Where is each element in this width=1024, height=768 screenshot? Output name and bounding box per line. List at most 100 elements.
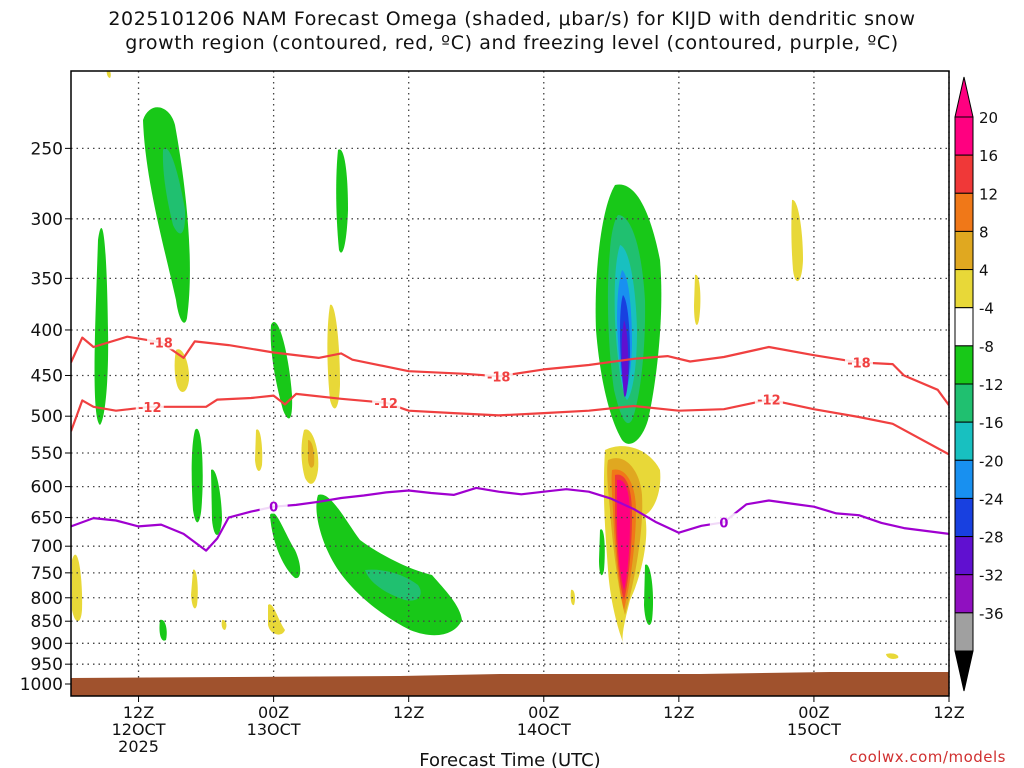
colorbar-label: 16 — [979, 147, 998, 165]
omega-upward-region — [162, 148, 186, 234]
colorbar-label: -20 — [979, 452, 1004, 470]
y-tick-label: 750 — [31, 564, 63, 584]
y-tick-label: 550 — [31, 444, 63, 464]
y-tick-label: 300 — [31, 210, 63, 230]
x-tick-label: 2025 — [118, 737, 159, 756]
omega-upward-region — [599, 529, 605, 576]
x-tick-label: 00Z — [258, 703, 289, 722]
omega-downward-region — [268, 604, 285, 635]
y-tick-label: 350 — [31, 269, 63, 289]
colorbar-swatch — [954, 192, 974, 232]
x-tick-label: 12OCT — [112, 720, 166, 739]
contour-label-bg — [754, 390, 783, 407]
omega-upward-region — [191, 428, 203, 523]
omega-downward-region — [255, 429, 263, 472]
y-tick-label: 1000 — [20, 675, 63, 695]
omega-upward-region — [621, 320, 629, 397]
x-tick-label: 00Z — [798, 703, 829, 722]
omega-downward-region — [791, 199, 803, 282]
temperature-contours: -18 -18 -18 -12 -12 -12 0 0 — [71, 333, 949, 552]
y-axis: 2503003504004505005506006507007508008509… — [20, 139, 71, 695]
omega-downward-region — [617, 479, 630, 590]
colorbar-swatch — [954, 116, 974, 156]
x-tick-label: 12Z — [393, 703, 424, 722]
contour-label: 0 — [719, 516, 728, 531]
x-tick-label: 13OCT — [247, 720, 301, 739]
omega-upward-region — [316, 494, 462, 636]
omega-downward-region — [174, 349, 190, 392]
contour-label: -18 — [847, 356, 871, 371]
contour-label-bg — [709, 513, 738, 530]
x-axis-label: Forecast Time (UTC) — [419, 750, 600, 768]
omega-downward-region — [72, 554, 83, 622]
colorbar-swatch — [954, 421, 974, 461]
contour-label: 0 — [269, 501, 278, 516]
contour-label-bg — [147, 333, 176, 350]
y-tick-label: 850 — [31, 612, 63, 632]
colorbar-swatch — [954, 345, 974, 385]
omega-upward-region — [159, 619, 167, 641]
omega-downward-region — [221, 619, 227, 630]
omega-shading — [72, 71, 899, 659]
colorbar-label: -8 — [979, 338, 994, 356]
terrain-fill — [71, 672, 949, 696]
colorbar-swatch — [954, 154, 974, 194]
y-tick-label: 500 — [31, 407, 63, 427]
colorbar-swatch — [954, 612, 974, 652]
contour-label: -12 — [374, 397, 398, 412]
colorbar-label: -24 — [979, 490, 1004, 508]
y-tick-label: 800 — [31, 589, 63, 609]
omega-downward-region — [308, 440, 315, 468]
omega-downward-region — [694, 274, 701, 325]
omega-upward-region — [270, 322, 293, 419]
x-tick-label: 12Z — [123, 703, 154, 722]
colorbar-label: -12 — [979, 376, 1004, 394]
contour-label: -18 — [149, 336, 173, 351]
colorbar-label: 12 — [979, 185, 998, 203]
omega-upward-region — [365, 569, 421, 601]
colorbar-swatch — [954, 574, 974, 614]
colorbar-label: -28 — [979, 529, 1004, 547]
omega-downward-region — [106, 71, 111, 78]
colorbar-swatch — [954, 269, 974, 309]
x-tick-label: 12Z — [663, 703, 694, 722]
chart-title-line1: 2025101206 NAM Forecast Omega (shaded, μ… — [108, 8, 916, 30]
colorbar-swatch — [954, 307, 974, 347]
colorbar-swatch — [954, 230, 974, 271]
contour-label: -12 — [138, 401, 162, 416]
contour-label: -12 — [757, 394, 781, 409]
contour-label: -18 — [487, 370, 511, 385]
y-tick-label: 600 — [31, 478, 63, 498]
contour-label-bg — [372, 393, 401, 410]
y-tick-label: 450 — [31, 366, 63, 386]
colorbar-bottom-arrow — [954, 650, 974, 692]
colorbar-label: -36 — [979, 605, 1004, 623]
x-tick-label: 12Z — [933, 703, 964, 722]
contour-label-bg — [135, 397, 164, 414]
contour-0 — [71, 486, 949, 552]
y-tick-label: 400 — [31, 321, 63, 341]
y-tick-label: 700 — [31, 537, 63, 557]
contour--12 — [71, 392, 949, 456]
y-tick-label: 950 — [31, 655, 63, 675]
omega-upward-region — [644, 564, 654, 625]
colorbar-label: -4 — [979, 300, 994, 318]
colorbar-top-arrow — [954, 76, 974, 118]
omega-upward-region — [270, 512, 301, 579]
contour-label-bg — [259, 497, 288, 514]
colorbar: 20 16 12 8 4 -4 -8 -12 -16 -20 -24 -28 -32 -36 — [954, 76, 1004, 692]
colorbar-swatch — [954, 536, 974, 576]
credit-link[interactable]: coolwx.com/models — [849, 748, 1006, 766]
y-tick-label: 900 — [31, 634, 63, 654]
colorbar-swatch — [954, 459, 974, 499]
omega-downward-region — [886, 653, 899, 659]
omega-upward-region — [336, 149, 348, 253]
colorbar-label: 4 — [979, 262, 989, 280]
omega-upward-region — [94, 227, 109, 425]
chart-title-line2: growth region (contoured, red, ºC) and f… — [125, 32, 899, 54]
colorbar-swatch — [954, 497, 974, 538]
colorbar-label: 8 — [979, 223, 989, 241]
omega-downward-region — [191, 569, 198, 609]
